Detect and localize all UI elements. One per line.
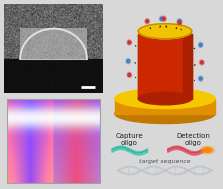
Circle shape [160, 17, 163, 20]
Text: target sequence: target sequence [139, 159, 191, 164]
Ellipse shape [138, 24, 192, 39]
Circle shape [198, 42, 203, 48]
Circle shape [161, 16, 166, 21]
Circle shape [177, 19, 182, 24]
Circle shape [127, 60, 130, 63]
Circle shape [177, 20, 182, 25]
Circle shape [145, 19, 149, 24]
Circle shape [127, 40, 132, 45]
Circle shape [127, 72, 132, 77]
Circle shape [178, 20, 181, 23]
Bar [115, 99, 215, 114]
Circle shape [200, 61, 203, 64]
Circle shape [163, 17, 165, 20]
Ellipse shape [138, 24, 192, 39]
Text: Detection
oligo: Detection oligo [176, 133, 210, 146]
Bar [4, 59, 103, 93]
Circle shape [199, 60, 204, 65]
Bar [183, 34, 192, 99]
Circle shape [198, 76, 203, 81]
Ellipse shape [138, 92, 192, 105]
Circle shape [199, 43, 202, 46]
Circle shape [146, 20, 149, 23]
Circle shape [159, 16, 164, 21]
Circle shape [178, 21, 181, 24]
Circle shape [200, 146, 215, 154]
Circle shape [199, 77, 202, 80]
Bar [138, 34, 152, 99]
Circle shape [126, 59, 130, 64]
Bar [138, 34, 192, 99]
Circle shape [128, 73, 131, 76]
Ellipse shape [115, 104, 215, 124]
Ellipse shape [115, 89, 215, 108]
Text: Capture
oligo: Capture oligo [116, 133, 143, 146]
Circle shape [203, 148, 212, 152]
Circle shape [128, 41, 131, 44]
